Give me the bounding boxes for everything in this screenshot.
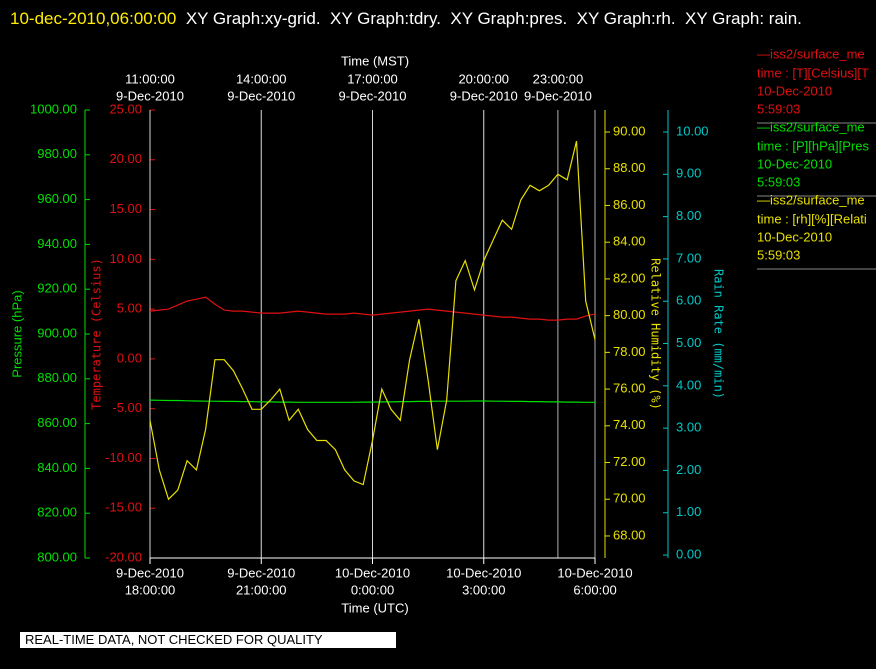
y-tick-label: 82.00	[613, 270, 646, 285]
legend-line: time : [T][Celsius][T	[757, 65, 869, 80]
y-tick-label: 1000.00	[30, 101, 77, 116]
y-tick-label: 860.00	[37, 415, 77, 430]
footer: REAL-TIME DATA, NOT CHECKED FOR QUALITY	[25, 632, 323, 647]
y-tick-label: 72.00	[613, 454, 646, 469]
y-tick-label: 1.00	[676, 504, 701, 519]
y-tick-label: 5.00	[117, 301, 142, 316]
y-tick-label: -10.00	[105, 450, 142, 465]
y-tick-label: 0.00	[117, 350, 142, 365]
y-tick-label: 920.00	[37, 281, 77, 296]
x-tick-label: 10-Dec-2010	[335, 565, 410, 580]
legend-line: 10-Dec-2010	[757, 156, 832, 171]
x-axis-label-bottom: Time (UTC)	[341, 600, 408, 615]
x-tick-label: 10-Dec-2010	[446, 565, 521, 580]
y-tick-label: 15.00	[109, 201, 142, 216]
y-tick-label: 10.00	[109, 251, 142, 266]
x2-tick-label: 11:00:00	[125, 71, 175, 86]
y-axis-label: Pressure (hPa)	[9, 290, 24, 377]
x2-tick-label: 9-Dec-2010	[450, 88, 518, 103]
y-tick-label: 90.00	[613, 123, 646, 138]
y-axis-label: Relative Humidity (%)	[649, 258, 663, 410]
series-line	[149, 296, 596, 321]
x-tick-label: 6:00:00	[573, 582, 616, 597]
y-tick-label: 840.00	[37, 460, 77, 475]
legend-line: 5:59:03	[757, 247, 800, 262]
x-tick-label: 21:00:00	[236, 582, 287, 597]
y-tick-label: -15.00	[105, 500, 142, 515]
y-tick-label: 2.00	[676, 462, 701, 477]
legend-line: 10-Dec-2010	[757, 83, 832, 98]
y-tick-label: 820.00	[37, 505, 77, 520]
x2-tick-label: 14:00:00	[236, 71, 287, 86]
header: 10-dec-2010,06:00:00 XY Graph:xy-grid. X…	[10, 2, 860, 35]
x2-tick-label: 9-Dec-2010	[116, 88, 184, 103]
x-axis-label-top: Time (MST)	[341, 53, 409, 68]
y-tick-label: 74.00	[613, 417, 646, 432]
y-tick-label: 800.00	[37, 549, 77, 564]
y-axis-label: Temperature (Celsius)	[90, 258, 104, 410]
x-tick-label: 9-Dec-2010	[116, 565, 184, 580]
chart-title: 10-dec-2010,06:00:00	[10, 9, 177, 28]
y-tick-label: 0.00	[676, 546, 701, 561]
legend-name: —iss2/surface_me	[757, 192, 865, 207]
footer-box	[20, 632, 396, 648]
y-tick-label: 900.00	[37, 325, 77, 340]
y-tick-label: 80.00	[613, 307, 646, 322]
x-tick-label: 9-Dec-2010	[227, 565, 295, 580]
y-tick-label: 3.00	[676, 420, 701, 435]
legend-line: 10-Dec-2010	[757, 229, 832, 244]
series-line	[149, 399, 595, 403]
y-tick-label: 70.00	[613, 491, 646, 506]
y-tick-label: 4.00	[676, 377, 701, 392]
y-tick-label: 7.00	[676, 250, 701, 265]
y-tick-label: 980.00	[37, 146, 77, 161]
y-tick-label: 9.00	[676, 166, 701, 181]
x2-tick-label: 9-Dec-2010	[339, 88, 407, 103]
y-tick-label: -20.00	[105, 549, 142, 564]
legend-line: 5:59:03	[757, 174, 800, 189]
x-tick-label: 0:00:00	[351, 582, 394, 597]
y-tick-label: 88.00	[613, 160, 646, 175]
series-line	[149, 141, 596, 501]
y-tick-label: 940.00	[37, 236, 77, 251]
y-tick-label: 86.00	[613, 197, 646, 212]
legend-line: time : [P][hPa][Pres	[757, 138, 869, 153]
y-tick-label: -5.00	[112, 400, 142, 415]
y-tick-label: 25.00	[109, 101, 142, 116]
x-tick-label: 10-Dec-2010	[557, 565, 632, 580]
legend-name: —iss2/surface_me	[757, 46, 865, 61]
y-tick-label: 20.00	[109, 151, 142, 166]
y-tick-label: 84.00	[613, 234, 646, 249]
y-tick-label: 10.00	[676, 123, 709, 138]
x2-tick-label: 9-Dec-2010	[227, 88, 295, 103]
legend-line: 5:59:03	[757, 101, 800, 116]
x2-tick-label: 9-Dec-2010	[524, 88, 592, 103]
legend-line: time : [rh][%][Relati	[757, 211, 867, 226]
x2-tick-label: 20:00:00	[458, 71, 509, 86]
y-axis-label: Rain Rate (mm/min)	[712, 269, 726, 399]
chart-subtitle: XY Graph:xy-grid. XY Graph:tdry. XY Grap…	[185, 9, 802, 28]
x-tick-label: 3:00:00	[462, 582, 505, 597]
y-tick-label: 68.00	[613, 527, 646, 542]
x2-tick-label: 23:00:00	[533, 71, 584, 86]
y-tick-label: 8.00	[676, 208, 701, 223]
y-tick-label: 880.00	[37, 370, 77, 385]
y-tick-label: 76.00	[613, 381, 646, 396]
y-tick-label: 960.00	[37, 191, 77, 206]
x2-tick-label: 17:00:00	[347, 71, 398, 86]
y-tick-label: 5.00	[676, 335, 701, 350]
legend-name: —iss2/surface_me	[757, 119, 865, 134]
y-tick-label: 6.00	[676, 293, 701, 308]
x-tick-label: 18:00:00	[125, 582, 176, 597]
y-tick-label: 78.00	[613, 344, 646, 359]
